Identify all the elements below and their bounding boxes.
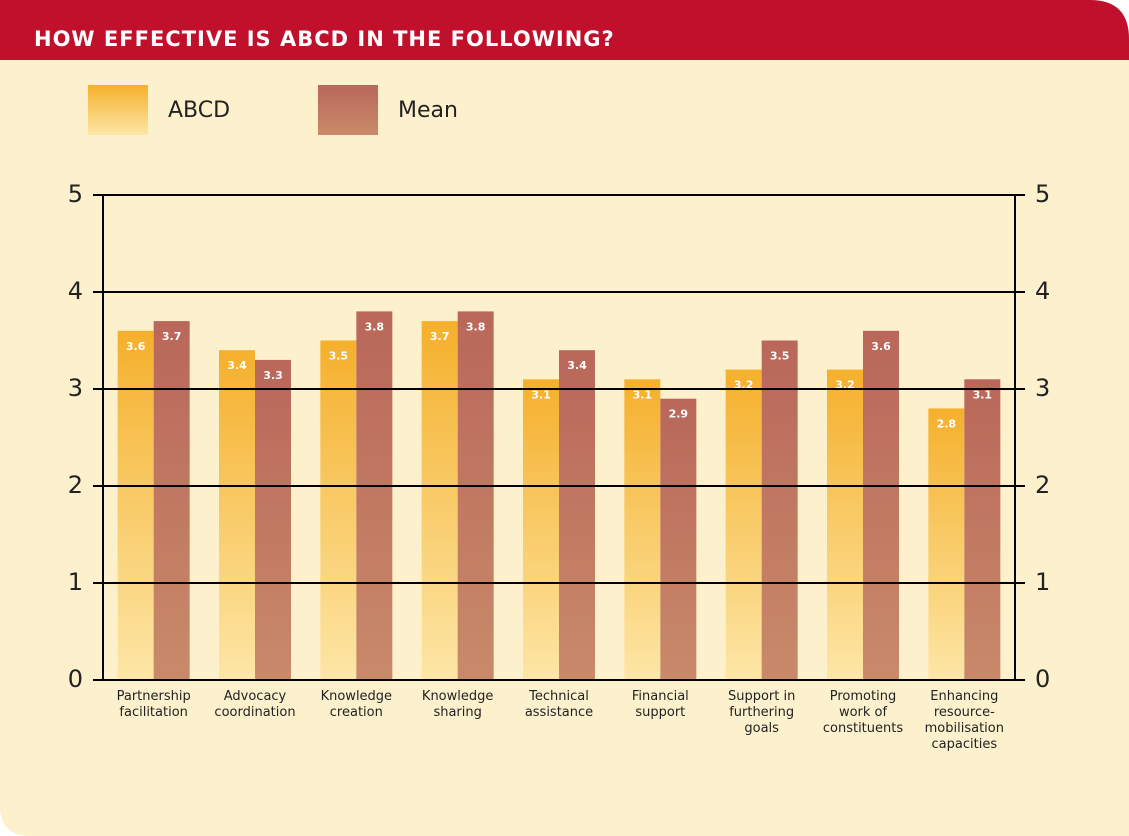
bar — [320, 340, 357, 680]
value-label: 3.7 — [430, 330, 450, 343]
bar — [356, 311, 393, 680]
x-tick-label: Financial support — [632, 689, 689, 720]
bar — [624, 379, 661, 680]
y-tick-label: 3 — [68, 374, 83, 402]
y-tick-label: 1 — [68, 568, 83, 596]
y-tick-label: 5 — [68, 180, 83, 208]
value-label: 3.6 — [871, 340, 891, 353]
value-label: 3.3 — [263, 369, 283, 382]
chart-title: HOW EFFECTIVE IS ABCD IN THE FOLLOWING? — [34, 27, 615, 51]
legend-swatch — [88, 85, 148, 135]
value-label: 3.7 — [162, 330, 182, 343]
bar — [761, 340, 798, 680]
header — [0, 0, 1129, 60]
bar — [559, 350, 595, 680]
bar — [660, 398, 697, 680]
x-tick-label: Technical assistance — [525, 689, 593, 720]
bar — [255, 359, 291, 680]
x-tick-label: Enhancing resource-mobilisation capacities — [925, 689, 1004, 752]
value-label: 3.6 — [126, 340, 146, 353]
bar — [117, 330, 154, 680]
x-tick-label: Support in furthering goals — [728, 689, 795, 736]
bar — [863, 330, 899, 680]
value-label: 2.8 — [937, 417, 957, 430]
y-tick-label: 0 — [68, 665, 83, 693]
value-label: 3.8 — [365, 320, 385, 333]
value-label: 3.1 — [633, 388, 653, 401]
x-tick-label: Knowledge creation — [321, 689, 392, 720]
x-tick-label: Partnership facilitation — [117, 689, 191, 720]
value-label: 3.5 — [329, 350, 349, 363]
value-label: 3.4 — [567, 359, 587, 372]
bar — [219, 350, 255, 680]
x-tick-label: Knowledge sharing — [422, 689, 493, 720]
bar — [153, 321, 190, 680]
value-label: 3.8 — [466, 320, 486, 333]
value-label: 3.1 — [531, 388, 551, 401]
legend-label: ABCD — [168, 98, 230, 123]
y2-tick-label: 5 — [1035, 180, 1050, 208]
y-tick-label: 4 — [68, 277, 83, 305]
y2-tick-label: 0 — [1035, 665, 1050, 693]
bar — [457, 311, 494, 680]
value-label: 3.4 — [227, 359, 247, 372]
bar — [421, 321, 458, 680]
y2-tick-label: 4 — [1035, 277, 1050, 305]
bar — [827, 369, 863, 680]
legend-swatch — [318, 85, 378, 135]
bar — [523, 379, 559, 680]
bar — [964, 379, 1001, 680]
y2-tick-label: 1 — [1035, 568, 1050, 596]
value-label: 3.5 — [770, 350, 790, 363]
bar — [725, 369, 762, 680]
y-tick-label: 2 — [68, 471, 83, 499]
value-label: 2.9 — [669, 408, 689, 421]
x-tick-label: Promoting work of constituents — [823, 689, 903, 736]
y2-tick-label: 3 — [1035, 374, 1050, 402]
x-tick-label: Advocacy coordination — [214, 689, 295, 720]
y2-tick-label: 2 — [1035, 471, 1050, 499]
value-label: 3.1 — [973, 388, 993, 401]
legend-label: Mean — [398, 98, 458, 123]
bar — [928, 408, 965, 680]
